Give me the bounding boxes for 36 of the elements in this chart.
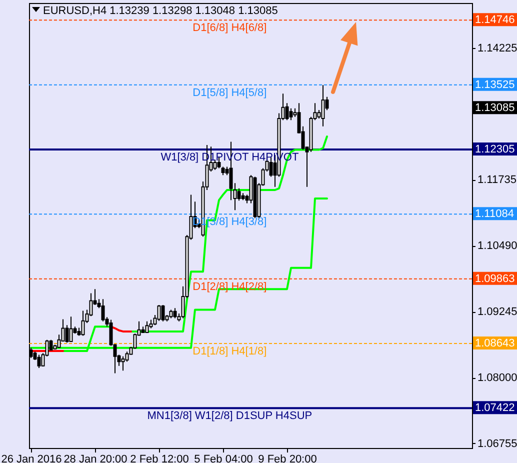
y-tick-label: 1.11735 (478, 174, 516, 186)
candlestick (161, 304, 165, 322)
candlestick (125, 351, 129, 362)
chart-title: EURUSD,H4 1.13239 1.13298 1.13048 1.13085 (43, 5, 278, 17)
x-tick-label: 9 Feb 20:00 (258, 454, 317, 463)
y-tick-label: 1.10490 (478, 240, 517, 252)
y-tick-label: 1.06755 (478, 438, 517, 450)
y-tick-label: 1.09245 (478, 306, 517, 318)
text: 1.14746 (475, 14, 515, 26)
ref-line-label: D1[6/8] H4[6/8] (192, 22, 267, 34)
candlestick (37, 354, 41, 369)
x-tick-label: 26 Jan 2016 (1, 454, 62, 463)
x-tick-label: 5 Feb 04:00 (194, 454, 253, 463)
text: 1.12305 (475, 143, 515, 156)
text: 1.08643 (475, 337, 515, 350)
ref-line-label: D1[1/8] H4[1/8] (192, 345, 267, 358)
x-tick-label: 28 Jan 20:00 (64, 454, 128, 463)
candlestick (321, 84, 325, 127)
y-tick-label: 1.14225 (478, 42, 517, 54)
x-tick-label: 2 Feb 12:00 (130, 454, 189, 463)
text: 1.13525 (475, 78, 515, 91)
candlestick (237, 188, 241, 202)
y-tick-label: 1.08000 (478, 372, 517, 384)
candlestick (81, 310, 85, 336)
candlestick (121, 356, 125, 372)
candlestick (173, 308, 177, 319)
ref-line-label: MN1[3/8] W1[2/8] D1SUP H4SUP (147, 410, 312, 422)
text: 1.09863 (475, 272, 515, 285)
candlestick (69, 316, 73, 343)
candlestick (289, 108, 293, 121)
text: 1.11084 (475, 208, 514, 220)
candlestick (285, 102, 289, 121)
ref-line-label: D1[5/8] H4[5/8] (192, 86, 267, 99)
text: 1.13085 (475, 102, 515, 114)
text: 1.07422 (475, 402, 515, 414)
candlestick (157, 304, 161, 322)
